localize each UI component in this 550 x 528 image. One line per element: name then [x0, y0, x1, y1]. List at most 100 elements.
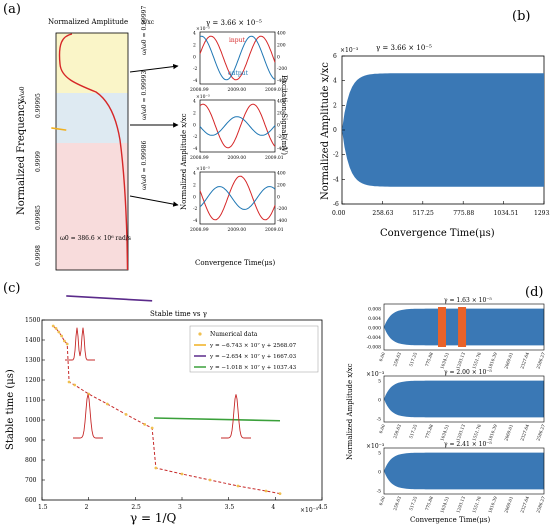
a-sub-ytick-left: 2 — [193, 111, 196, 117]
a-sub-ytick-right: 0 — [277, 194, 280, 200]
b-ytick-label: -4 — [333, 176, 339, 183]
a-sub-frame — [199, 31, 276, 85]
d-xtick-label: 1034.51 — [439, 351, 450, 369]
a-sub-ytick-left: 4 — [193, 99, 196, 105]
c-fit-line — [153, 417, 281, 422]
a-sub-ytick-left: 2 — [193, 43, 196, 49]
a-sub-title: γ = 3.66 × 10⁻⁵ — [206, 19, 262, 27]
freq-label-3: ω/ω0 = 0.99986 — [141, 141, 148, 190]
b-ytick-label: 2 — [333, 102, 337, 109]
d-xtick-label: 1551.76 — [471, 423, 482, 441]
a-sub-frame — [199, 171, 276, 225]
c-data-point — [150, 426, 154, 430]
d-title-3: γ = 2.41 × 10⁻⁵ — [444, 441, 492, 448]
a-sub-ylabel-left: Normalized Amplitude x/xc — [180, 113, 188, 210]
c-inset-peak — [221, 394, 251, 439]
c-legend-entry: y = −2.654 × 10⁷ γ + 1667.03 — [209, 353, 297, 360]
c-fit-line — [51, 127, 67, 131]
a-sub-ytick-right: -200 — [277, 206, 287, 212]
d-amplitude-area — [384, 380, 544, 418]
legend-output: output — [228, 70, 249, 77]
panel-d: (d) 0.00 258.63 517.25 775.88 1034.51 1293.13… — [346, 285, 546, 524]
c-legend-box — [189, 325, 319, 373]
c-inset-peak — [65, 327, 95, 361]
a-sub-ytick-right: 200 — [277, 111, 286, 117]
b-ytick-label: -2 — [333, 152, 339, 159]
d-subplots: 0.00 258.63 517.25 775.88 1034.51 1293.13 1551… — [367, 303, 546, 514]
d-xtick-label: 2069.01 — [503, 423, 514, 441]
a-strip-title: Normalized Amplitude — [48, 18, 128, 26]
a-sub-xtick: 2008.99 — [190, 87, 209, 93]
a-sub-ytick-right: 0 — [277, 54, 280, 60]
c-xtick-label: 2 — [85, 504, 89, 511]
arrow-1 — [129, 63, 179, 73]
a-subplots: 2008.99 2009.00 2009.01-4-2024-400-2000200… — [190, 26, 287, 233]
b-xlabel: Convergence Time(μs) — [380, 228, 495, 239]
c-ytick-label: 800 — [25, 457, 37, 464]
d-xtick-label: 517.25 — [408, 351, 418, 367]
b-ticks: 0.00 258.63 517.25 775.88 1034.51 1293.13 -6 -4… — [332, 53, 550, 217]
c-xtick-label: 2.5 — [131, 504, 141, 511]
d-frame — [383, 447, 545, 495]
a-sub-xtick: 2008.99 — [190, 227, 209, 233]
b-ytick-label: 4 — [333, 78, 337, 85]
c-data-point — [65, 342, 69, 346]
d-title-1: γ = 1.63 × 10⁻⁵ — [444, 297, 492, 304]
d-ytick-label: 5 — [378, 451, 381, 457]
c-data-point — [51, 324, 55, 328]
a-sub-xtick: 2009.01 — [265, 155, 284, 161]
d-xtick-label: 2327.64 — [519, 351, 530, 369]
a-sub-ytick-left: 4 — [193, 171, 196, 177]
d-xtick-label: 0.00 — [378, 351, 386, 362]
b-xtick-label: 517.25 — [413, 210, 434, 217]
c-fit-line — [66, 295, 153, 302]
c-data-point — [54, 327, 58, 330]
c-ytick-label: 1200 — [25, 377, 40, 384]
c-legend-marker — [198, 332, 202, 336]
d-highlight-band — [458, 307, 467, 347]
d-frame — [383, 375, 545, 423]
c-data-point — [264, 489, 268, 493]
d-xtick-label: 1810.39 — [487, 351, 498, 369]
c-xexp: ×10⁻⁵ — [300, 507, 319, 514]
panel-a-label: (a) — [3, 2, 21, 17]
omega0-label: ω0 = 386.6 × 10⁶ rad/s — [60, 235, 131, 242]
d-xtick-label: 0.00 — [378, 423, 386, 434]
d-xtick-label: 1293.13 — [455, 423, 466, 441]
a-sub-xlabel: Convergence Time(μs) — [195, 259, 276, 267]
b-ytick-label: 0 — [333, 127, 337, 134]
c-ylabel: Stable time (μs) — [5, 369, 16, 450]
a-sub-exp: ×10⁻³ — [196, 94, 210, 100]
c-xtick-label: 4 — [271, 504, 275, 511]
resonance-curve — [58, 33, 129, 271]
d-xtick-label: 0.00 — [378, 495, 386, 506]
d-ytick-label: -5 — [377, 417, 382, 423]
a-sub-ytick-left: 0 — [193, 54, 196, 60]
a-sub-ytick-right: -400 — [277, 146, 287, 152]
a-sub-ytick-left: -4 — [193, 146, 198, 152]
d-exp-2: ×10⁻³ — [366, 371, 385, 378]
panel-c-label: (c) — [3, 281, 20, 296]
c-ticks: 1.5 2 2.5 3 3.5 4 4.5 600 700 800 900 1000 1100 1200 1… — [25, 317, 328, 511]
d-xtick-label: 258.63 — [392, 495, 402, 511]
b-xtick-label: 258.63 — [372, 210, 393, 217]
a-sub-ytick-left: -2 — [193, 206, 198, 212]
d-xtick-label: 517.25 — [408, 423, 418, 439]
d-ytick-label: 0.000 — [368, 326, 381, 332]
c-data-point — [154, 466, 158, 470]
c-ytick-label: 600 — [25, 497, 37, 504]
c-data-point — [236, 484, 240, 488]
band-top — [56, 33, 128, 93]
a-sub-ytick-left: -2 — [193, 134, 198, 140]
d-ytick-label: 5 — [378, 379, 381, 385]
b-ytick-label: 6 — [333, 53, 337, 60]
c-ytick-label: 1300 — [25, 357, 40, 364]
panel-b: (b) γ = 3.66 × 10⁻⁵ ×10⁻³ 0.00 258.63 517.… — [320, 9, 550, 239]
c-data-point — [63, 339, 66, 343]
a-sub-ytick-right: -400 — [277, 218, 287, 224]
panel-d-label: (d) — [525, 285, 543, 300]
c-legend-entry: y = −1.018 × 10⁷ γ + 1037.43 — [209, 364, 297, 371]
a-sub-ytick-right: -400 — [277, 78, 287, 84]
a-sub-xtick: 2009.01 — [265, 87, 284, 93]
c-plot — [51, 127, 282, 495]
